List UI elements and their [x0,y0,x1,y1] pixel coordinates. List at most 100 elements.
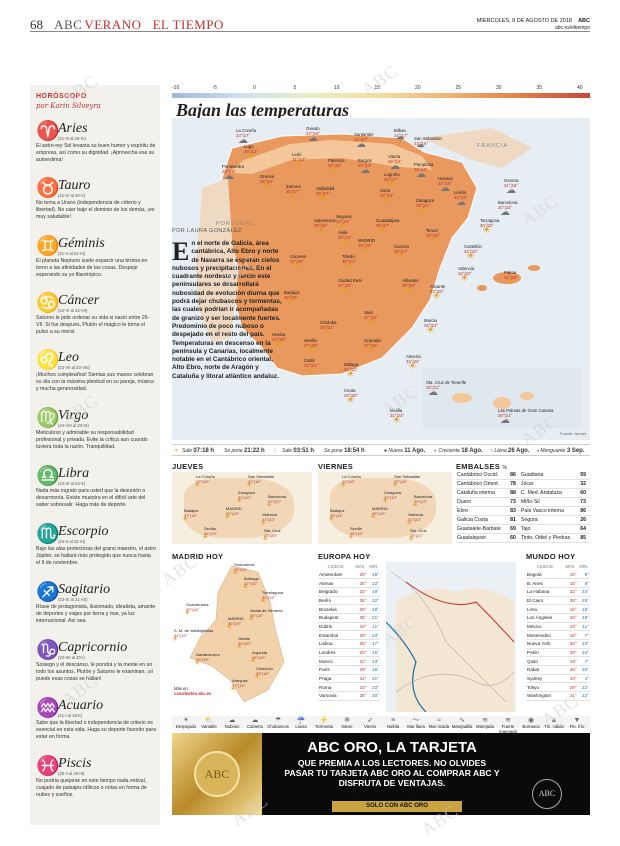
sun-icon: ☀ [232,569,239,577]
city-label: Logroño 32°|17° [384,172,400,182]
table-row: Atenas 35° 23° [318,578,380,588]
cloud-icon: ☁ [390,161,400,172]
sun-moon-strip: ☀ Sale 07:18 h Se pone 21:22 h ☾ Sale 03… [172,444,590,456]
sun-icon: ☀ [348,533,355,541]
city-name: San Sebastián [394,474,421,479]
sun-icon: ☀ [370,513,377,521]
max-temp: 33° [353,682,368,693]
max-temp: 19° [563,674,578,684]
city-temp: 38°|20° [284,295,299,300]
city-label: Las Palmas de Gran Canaria 26°|21° [498,408,553,418]
jueves-title: JUEVES [172,462,204,471]
city-temp: 25°|20° [264,533,278,538]
reservoir-name: Júcar [519,479,578,489]
table-header: CIUDAD MÁX. MÍN. [318,562,380,570]
city-temp: 24°|16° [306,131,321,136]
sun-icon: ☀ [482,225,491,236]
sun-set-time: 21:22 h [244,448,265,454]
table-row: Pekín 29° 24° [526,648,590,658]
weather-legend: ☀ Despejado ⛅ Variable ☁ Nuboso ☁ Cubierto ☂ Chub… [172,716,590,734]
sign-name: Capricornio [58,640,128,655]
article-author: POR LAURA GONZÁLEZ [172,228,242,234]
sun-icon: ☀ [182,515,189,523]
city-label: Ávila 32°|15° [338,230,352,240]
legend-item: ▲ Tm. cálido [540,717,568,729]
city-temp: 32°|16° [244,581,258,586]
embalses-unit: % [502,465,508,471]
city-label: Cuenca 35°|17° [394,244,409,254]
reservoir-name: Tajo [519,524,578,534]
sun-icon: ☀ [262,535,269,543]
city-temp: 36°|19° [204,531,218,536]
col-city: CIUDAD [327,563,344,569]
max-temp: 29° [563,682,578,693]
reservoir-value: 60 [507,533,520,543]
sign-dates: (20-II al 20-III) [58,771,85,776]
city-label: Sevilla 36°|19° [350,526,363,536]
zodiac-icon: ♉ [36,177,60,199]
city-name: La Coruña [196,474,215,479]
city-label: Tarragona 30°|22° [480,218,499,228]
city-name: Tarragona [480,218,500,223]
city-name: Pamplona [414,162,434,167]
city-name: Barcelona [268,494,287,499]
madrid-title: MADRID HOY [172,552,224,561]
sign-text: Sosiego y el descanso, le pondrá y la me… [36,662,153,682]
city-label: MADRID 36°|20° [358,238,375,248]
sun-icon: ☀ [338,221,347,232]
city-temp: 22°|16° [196,479,210,484]
city-name: Valladolid [316,186,335,191]
sun-icon: ☀ [506,277,515,288]
reservoir-name: Cantábrico Occid. [456,471,508,480]
city-name: Berlín [318,596,354,606]
city-temp: 26°|21° [410,533,424,538]
zodiac-icon: ♒ [36,697,60,719]
city-label: Arganda 36°|19° [252,650,267,660]
sun-icon: ☀ [194,481,201,489]
date: MIÉRCOLES, 8 DE AGOSTO DE 2018 [476,18,572,24]
city-temp: 37°|19° [232,683,246,688]
sun-icon: ☀ [346,369,355,380]
city-label: Somosierra 28°|15° [234,562,254,572]
legend-label: Viento [363,724,377,729]
max-temp: 26° [563,665,578,675]
city-temp: 37°|21° [364,315,379,320]
reservoir-value: 26 [577,515,590,525]
city-label: San Sebastián 22°|16° [248,474,274,484]
legend-label: Cubierto [246,724,264,729]
city-name: Zamora [286,184,301,189]
ad-line: QUE PREMIA A LOS LECTORES. NO OLVIDES [297,758,487,768]
city-name: Segovia [336,214,352,219]
city-name: Castellón [464,244,482,249]
table-row: Dublín 18° 11° [318,622,380,632]
table-row: Ebro 83 País Vasco interna 86 [456,506,590,516]
madrid-link[interactable]: canalmeteo.abc.es [174,691,212,696]
sun-icon: ☀ [316,225,325,236]
sun-icon: ☀ [382,497,389,505]
city-name: Buitrago [244,576,259,581]
page-header: 68 ABC VERANO EL TIEMPO MIÉRCOLES, 8 DE A… [30,14,590,48]
city-label: Badajoz 36°|18° [330,508,344,518]
city-label: Lérida 33°|19° [454,190,468,200]
sun-icon: ☀ [426,325,435,336]
embalses-title: EMBALSES % [456,462,590,471]
europa-title: EUROPA HOY [318,552,371,561]
table-row: Amsterdam 29° 16° [318,570,380,580]
city-temp: 32°|22° [464,249,479,254]
city-temp: 34°|19° [262,595,276,600]
subsection-title: EL TIEMPO [152,17,224,32]
sign-name: Acuario [58,698,104,713]
table-row: Rabat 26° 20° [526,665,590,675]
scale-tick: 20 [415,85,421,91]
web-link[interactable]: abc.es/eltiempo [554,25,590,31]
cloud-icon: ☁ [224,171,234,182]
horoscope-panel: HORÓSCOPO por Karin Silveyra ♈ Aries (21… [30,85,160,825]
city-name: Praga [318,674,354,684]
ad-cta-button[interactable]: SOLO CON ABC ORO [332,801,462,812]
city-temp: 35°|21° [416,203,431,208]
sun-icon: ☀ [202,533,209,541]
moon-out-label: Sale [282,448,293,454]
sun-icon: ☀ [266,501,273,509]
table-row: Sydney 19° 4° [526,674,590,684]
abc-oro-ad[interactable]: ABC ABC ORO, LA TARJETA QUE PREMIA A LOS… [172,733,590,815]
